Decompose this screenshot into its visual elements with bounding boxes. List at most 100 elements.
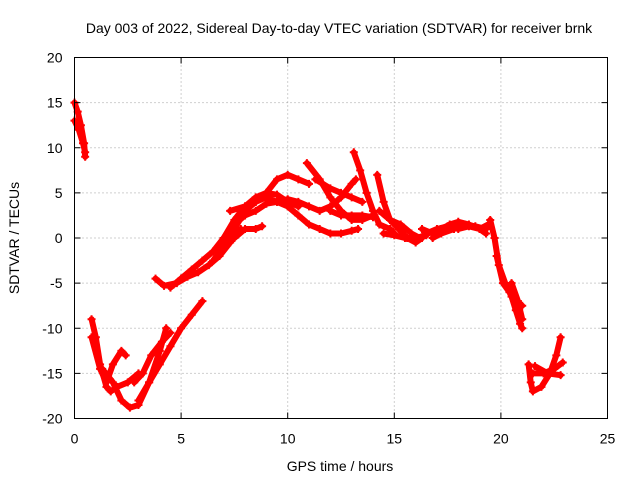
data-point-marker (354, 224, 363, 233)
data-point-marker (528, 369, 537, 378)
data-point-marker (209, 256, 218, 265)
data-point-marker (315, 206, 324, 215)
y-tick-label: -10 (42, 320, 62, 336)
series-arc-2 (71, 117, 89, 156)
data-point-marker (415, 234, 424, 242)
y-tick-label: 20 (47, 50, 63, 66)
data-point-marker (273, 190, 282, 199)
x-tick-label: 0 (71, 431, 79, 447)
data-point-marker (262, 199, 271, 208)
data-point-marker (518, 324, 527, 333)
data-point-marker (74, 125, 83, 134)
data-point-marker (396, 220, 405, 229)
data-point-marker (166, 342, 175, 351)
data-point-marker (351, 175, 360, 184)
data-point-marker (379, 229, 388, 238)
data-point-marker (108, 360, 117, 369)
data-point-marker (556, 333, 565, 342)
data-point-marker (373, 170, 382, 179)
data-point-marker (130, 378, 139, 387)
data-point-marker (524, 360, 533, 369)
data-point-marker (166, 328, 175, 337)
data-point-marker (98, 364, 107, 373)
data-point-marker (518, 315, 527, 324)
data-point-marker (556, 371, 565, 380)
data-point-marker (326, 193, 335, 202)
data-point-marker (486, 215, 495, 224)
data-point-marker (194, 268, 203, 277)
data-point-marker (543, 369, 552, 378)
data-point-marker (422, 229, 431, 238)
data-point-marker (230, 220, 239, 229)
data-point-marker (117, 346, 126, 355)
data-point-marker (241, 211, 250, 220)
y-tick-label: -15 (42, 365, 62, 381)
data-point-marker (241, 224, 250, 233)
data-point-marker (138, 369, 147, 378)
data-point-marker (251, 193, 260, 202)
data-point-marker (204, 261, 213, 270)
data-point-marker (315, 224, 324, 233)
data-point-marker (177, 324, 186, 333)
data-point-marker (166, 283, 175, 292)
data-point-marker (347, 193, 356, 202)
x-tick-label: 20 (493, 431, 509, 447)
data-point-marker (428, 234, 437, 242)
data-point-marker (145, 378, 154, 387)
data-point-marker (157, 337, 166, 346)
data-point-marker (79, 139, 88, 148)
data-point-marker (209, 247, 218, 256)
data-point-marker (460, 220, 469, 229)
data-point-marker (358, 197, 367, 206)
y-tick-label: -5 (50, 275, 63, 291)
data-point-marker (160, 281, 169, 290)
data-point-marker (311, 175, 320, 184)
data-point-marker (283, 170, 292, 179)
data-point-marker (134, 396, 143, 405)
data-point-marker (177, 274, 186, 283)
data-point-marker (513, 297, 522, 306)
data-point-marker (437, 229, 446, 238)
data-point-marker (531, 362, 540, 371)
data-point-marker (326, 229, 335, 238)
data-point-marker (155, 360, 164, 369)
data-point-marker (375, 220, 384, 229)
data-point-marker (273, 197, 282, 206)
data-point-marker (337, 211, 345, 220)
data-point-marker (219, 234, 228, 242)
y-tick-label: 0 (55, 230, 63, 246)
data-point-marker (258, 222, 267, 231)
data-point-marker (108, 378, 117, 387)
data-point-marker (226, 206, 235, 215)
data-point-marker (241, 202, 250, 211)
data-point-marker (302, 159, 311, 168)
data-point-marker (106, 387, 115, 396)
data-point-marker (294, 211, 303, 220)
data-point-marker (418, 224, 427, 233)
data-point-marker (121, 351, 130, 360)
data-point-marker (283, 197, 292, 206)
data-point-marker (337, 229, 345, 238)
data-point-marker (251, 224, 260, 233)
data-series (70, 98, 567, 412)
data-point-marker (449, 224, 458, 233)
data-point-marker (187, 265, 196, 274)
data-point-marker (400, 234, 409, 242)
data-point-marker (358, 211, 367, 220)
data-point-marker (471, 222, 480, 231)
data-point-marker (326, 184, 335, 193)
data-point-marker (326, 206, 335, 215)
y-tick-label: 10 (47, 140, 63, 156)
data-point-marker (262, 188, 271, 197)
data-point-marker (379, 197, 388, 206)
y-axis-label: SDTVAR / TECUs (6, 182, 22, 294)
data-point-marker (481, 224, 490, 233)
data-point-marker (347, 211, 356, 220)
data-point-marker (294, 202, 303, 211)
x-axis-label: GPS time / hours (287, 458, 394, 474)
data-point-marker (490, 234, 499, 242)
data-point-marker (81, 148, 90, 157)
data-point-marker (87, 333, 96, 342)
x-tick-label: 5 (177, 431, 185, 447)
